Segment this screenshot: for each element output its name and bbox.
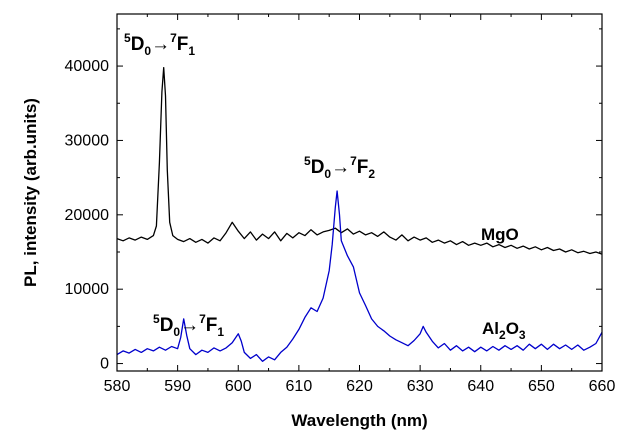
x-tick-label: 630 — [407, 378, 434, 395]
x-tick-label: 610 — [286, 378, 313, 395]
anno-2-arrow: → — [180, 315, 199, 336]
anno-1-arrow: → — [331, 157, 350, 178]
plot-lines — [116, 66, 603, 362]
anno-2-a: D — [160, 315, 174, 336]
anno-1-sub2: 2 — [368, 167, 375, 181]
x-tick-label: 600 — [225, 378, 252, 395]
anno-2-sup1: 5 — [153, 312, 160, 326]
y-tick-label: 10000 — [65, 281, 110, 298]
y-tick-label: 20000 — [65, 207, 110, 224]
anno-0-sub2: 1 — [188, 44, 195, 58]
series-label-al-sub1: 2 — [499, 328, 506, 342]
x-tick-label: 640 — [467, 378, 494, 395]
axis-tick-labels: 580 590 600 610 620 630 640 650 6600100002000030… — [65, 58, 616, 395]
series-label-mgo: MgO — [481, 225, 519, 244]
anno-2-sup2: 7 — [199, 312, 206, 326]
x-tick-label: 590 — [164, 378, 191, 395]
anno-1-sup2: 7 — [350, 154, 357, 168]
series-label-al2o3: Al2O3 — [482, 319, 526, 342]
x-tick-label: 650 — [528, 378, 555, 395]
x-tick-label: 660 — [589, 378, 616, 395]
series-line-mgo — [116, 66, 603, 255]
anno-0-b: F — [177, 34, 189, 55]
anno-0-sup2: 7 — [170, 31, 177, 45]
anno-1-sub1: 0 — [324, 167, 331, 181]
series-label-al-main: Al — [482, 319, 499, 338]
x-tick-label: 580 — [104, 378, 131, 395]
anno-0-arrow: → — [151, 34, 170, 55]
series-label-al-mid: O — [506, 319, 519, 338]
anno-1-a: D — [311, 157, 325, 178]
y-tick-label: 0 — [100, 356, 109, 373]
anno-0-a: D — [131, 34, 145, 55]
y-tick-label: 40000 — [65, 58, 110, 75]
series-label-al-sub2: 3 — [519, 328, 526, 342]
series-label-mgo-text: MgO — [481, 225, 519, 244]
x-tick-label: 620 — [346, 378, 373, 395]
annotation-mgo-5d0-7f1: 5D0→7F1 — [124, 31, 195, 58]
anno-1-sup1: 5 — [304, 154, 311, 168]
series-line-al2o3 — [116, 190, 603, 362]
y-axis-title: PL, intensity (arb.units) — [21, 98, 40, 287]
y-tick-label: 30000 — [65, 132, 110, 149]
anno-0-sup1: 5 — [124, 31, 131, 45]
anno-1-b: F — [357, 157, 369, 178]
x-axis-title: Wavelength (nm) — [291, 411, 427, 430]
anno-2-sub2: 1 — [217, 325, 224, 339]
annotation-al-5d0-7f2: 5D0→7F2 — [304, 154, 375, 181]
anno-2-b: F — [206, 315, 218, 336]
anno-0-sub1: 0 — [144, 44, 151, 58]
axis-ticks — [116, 14, 603, 371]
anno-2-sub1: 0 — [173, 325, 180, 339]
annotation-al-5d0-7f1: 5D0→7F1 — [153, 312, 224, 339]
